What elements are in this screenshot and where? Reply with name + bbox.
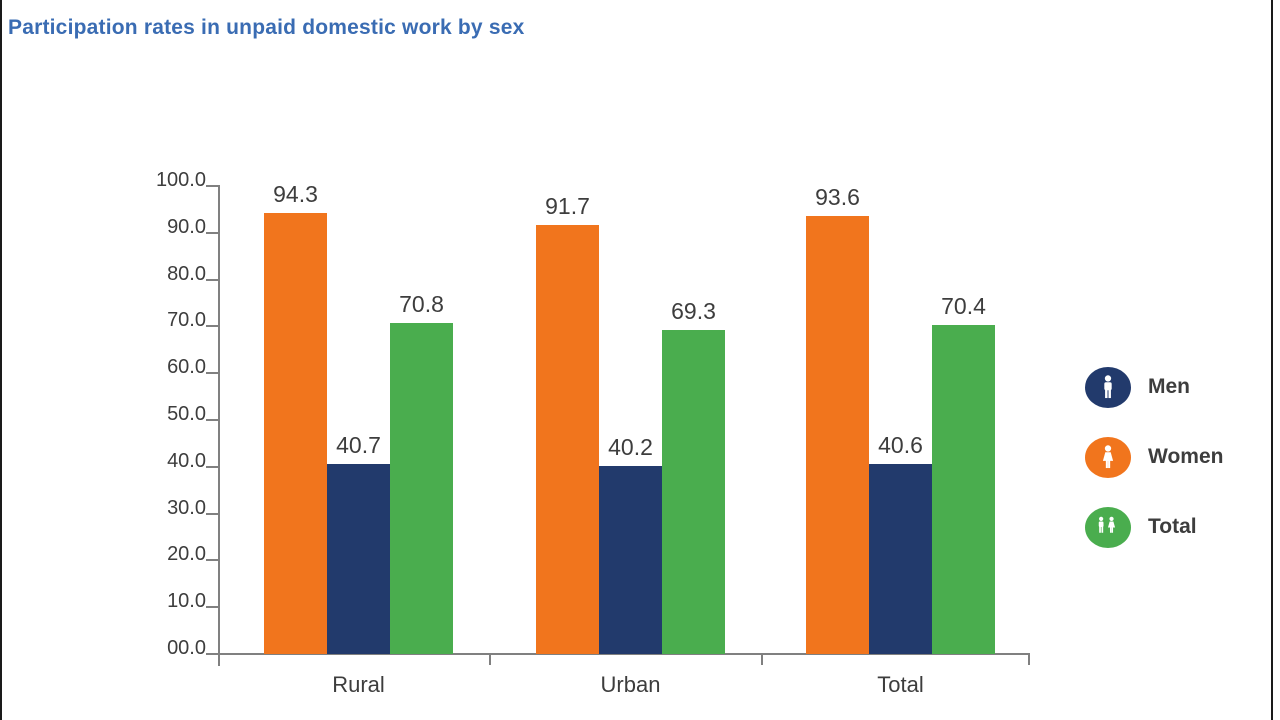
x-category-label: Total — [877, 672, 924, 697]
y-axis-tick-label: 30.0 — [167, 496, 206, 519]
y-axis-tick-label: 100.0 — [155, 169, 206, 191]
legend-item-men: Men — [1085, 366, 1280, 408]
legend-label: Total — [1148, 515, 1197, 538]
y-axis-tick-label: 40.0 — [167, 449, 206, 472]
bar-value-label: 70.4 — [941, 292, 986, 319]
y-axis-tick-label: 10.0 — [167, 590, 206, 613]
bar-value-label: 93.6 — [815, 183, 860, 210]
y-axis-tick — [206, 231, 220, 234]
legend-item-total: Total — [1085, 506, 1280, 548]
x-axis-tick — [761, 653, 763, 665]
bar-total-total — [932, 324, 995, 654]
y-axis-tick — [206, 559, 220, 562]
y-axis-tick — [206, 185, 220, 187]
bar-men-urban — [599, 465, 662, 654]
bar-women-rural — [264, 212, 327, 654]
man-icon — [1104, 375, 1112, 399]
bar-value-label: 91.7 — [545, 192, 590, 219]
left-edge-line — [0, 0, 2, 720]
y-axis-tick — [206, 278, 220, 281]
y-axis-tick — [206, 465, 220, 468]
x-category-label: Urban — [600, 672, 661, 697]
y-axis-tick-label: 00.0 — [167, 637, 206, 659]
y-axis-tick — [206, 372, 220, 375]
y-axis-tick-label: 80.0 — [167, 262, 206, 285]
y-axis-tick — [206, 325, 220, 328]
x-axis-tick — [1028, 653, 1030, 665]
page-title: Participation rates in unpaid domestic w… — [8, 16, 525, 40]
bar-value-label: 40.7 — [336, 431, 381, 458]
legend-label: Women — [1148, 445, 1224, 468]
bar-women-total — [806, 215, 869, 654]
y-axis-line — [218, 186, 220, 666]
legend-badge — [1085, 506, 1131, 548]
legend-badge — [1085, 366, 1131, 408]
bar-value-label: 40.6 — [878, 431, 923, 458]
y-axis-tick-label: 70.0 — [167, 309, 206, 332]
people-icon — [1098, 516, 1116, 533]
legend-item-women: Women — [1085, 436, 1280, 478]
bar-total-urban — [662, 329, 725, 654]
x-category-label: Rural — [332, 672, 385, 697]
y-axis-tick — [206, 653, 220, 655]
bar-men-rural — [327, 463, 390, 654]
legend-label: Men — [1148, 375, 1190, 398]
y-axis-tick — [206, 512, 220, 515]
legend-badge — [1085, 436, 1131, 478]
bar-men-total — [869, 463, 932, 654]
y-axis-tick-label: 20.0 — [167, 543, 206, 566]
x-axis-tick — [489, 653, 491, 665]
y-axis-tick-label: 60.0 — [167, 356, 206, 379]
woman-icon — [1102, 445, 1114, 469]
y-axis-tick-label: 50.0 — [167, 403, 206, 425]
right-edge-line — [1271, 0, 1273, 720]
bar-value-label: 70.8 — [399, 290, 444, 317]
x-axis-line — [218, 653, 1030, 655]
y-axis-tick-label: 90.0 — [167, 215, 206, 238]
y-axis-tick — [206, 606, 220, 609]
bar-value-label: 69.3 — [671, 297, 716, 324]
bar-total-rural — [390, 322, 453, 654]
bar-value-label: 40.2 — [608, 433, 653, 460]
bar-value-label: 94.3 — [273, 180, 318, 207]
y-axis-tick — [206, 419, 220, 421]
bar-women-urban — [536, 224, 599, 654]
